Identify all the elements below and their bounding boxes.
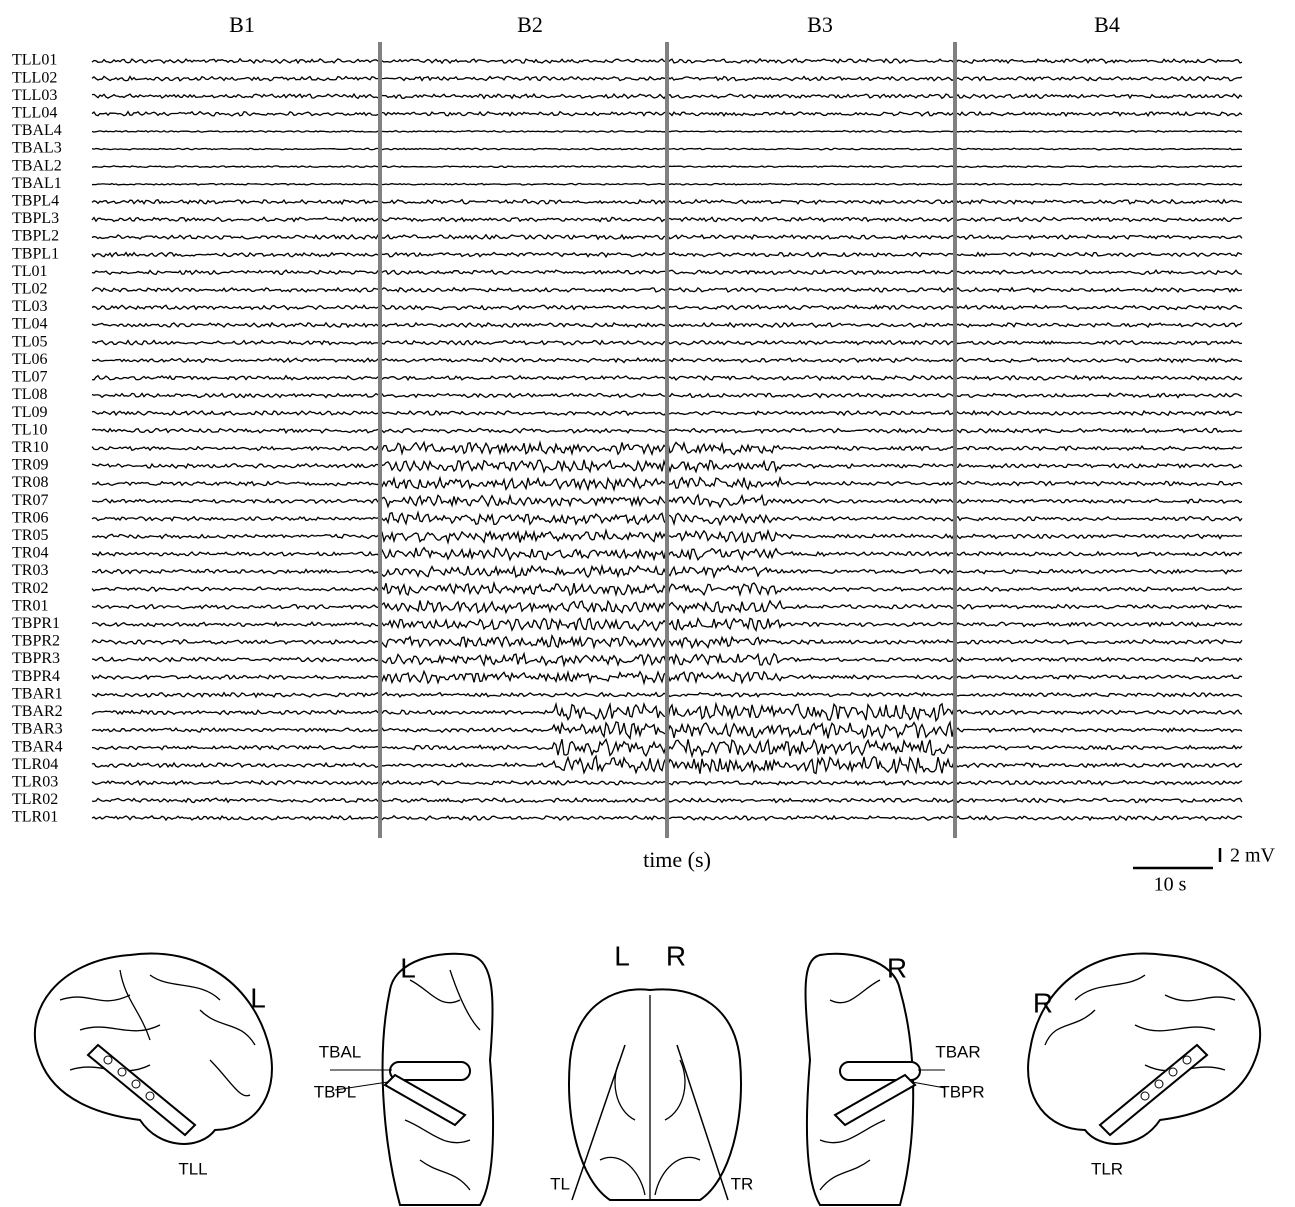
brain-left-lateral: L TLL <box>35 953 272 1178</box>
channel-label: TR02 <box>12 580 48 597</box>
block-dividers <box>380 42 955 838</box>
brain-label: L <box>614 940 630 971</box>
channel-label: TBPL3 <box>12 210 59 227</box>
brain-label: TLR <box>1091 1159 1123 1178</box>
channel-label: TBAR3 <box>12 721 63 738</box>
channel-label: TR09 <box>12 457 48 474</box>
channel-label: TL06 <box>12 351 48 368</box>
channel-label: TBPR2 <box>12 633 60 650</box>
channel-label: TLR01 <box>12 809 58 826</box>
channel-label: TBPR4 <box>12 668 60 685</box>
block-label: B2 <box>517 12 543 37</box>
brain-label: TR <box>731 1174 754 1193</box>
brain-right-lateral: R TLR <box>1028 953 1260 1178</box>
axis-label: time (s) <box>643 847 711 872</box>
brain-label: L <box>400 952 416 983</box>
brain-label: TBPL <box>314 1082 357 1101</box>
channel-label: TBPR3 <box>12 650 60 667</box>
brain-label: TBPR <box>939 1082 984 1101</box>
channel-label: TL02 <box>12 281 48 298</box>
brain-label: TBAR <box>935 1042 980 1061</box>
channel-label: TL04 <box>12 316 48 333</box>
channel-label: TBAL4 <box>12 122 62 139</box>
channel-labels: TLL01TLL02TLL03TLL04TBAL4TBAL3TBAL2TBAL1… <box>12 52 63 826</box>
channel-label: TBPL4 <box>12 193 59 210</box>
channel-label: TL07 <box>12 369 48 386</box>
channel-label: TLR04 <box>12 756 58 773</box>
channel-label: TL05 <box>12 333 48 350</box>
figure-canvas: TLL01TLL02TLL03TLL04TBAL4TBAL3TBAL2TBAL1… <box>0 0 1295 1207</box>
channel-label: TLL03 <box>12 87 57 104</box>
brain-left-ventral: L TBAL TBPL <box>314 952 493 1205</box>
block-label: B3 <box>807 12 833 37</box>
figure: TLL01TLL02TLL03TLL04TBAL4TBAL3TBAL2TBAL1… <box>0 0 1295 1207</box>
block-labels: B1 B2 B3 B4 <box>229 12 1120 37</box>
brain-label: R <box>666 940 686 971</box>
brain-label: TBAL <box>319 1042 362 1061</box>
block-label: B4 <box>1094 12 1120 37</box>
channel-label: TL01 <box>12 263 48 280</box>
voltage-label: 2 mV <box>1230 845 1276 867</box>
channel-label: TR10 <box>12 439 48 456</box>
channel-label: TR07 <box>12 492 48 509</box>
block-label: B1 <box>229 12 255 37</box>
channel-label: TR03 <box>12 562 48 579</box>
channel-label: TL09 <box>12 404 48 421</box>
channel-label: TBPR1 <box>12 615 60 632</box>
channel-label: TBAR2 <box>12 703 63 720</box>
channel-label: TL08 <box>12 386 48 403</box>
channel-label: TBAR1 <box>12 685 63 702</box>
channel-label: TBAL2 <box>12 157 62 174</box>
channel-label: TR04 <box>12 545 48 562</box>
scale-bar: 2 mV 10 s <box>1133 845 1276 896</box>
channel-label: TBPL1 <box>12 245 59 262</box>
channel-label: TLL01 <box>12 52 57 69</box>
brain-label: TL <box>550 1174 570 1193</box>
channel-label: TLL04 <box>12 104 57 121</box>
channel-label: TL10 <box>12 421 48 438</box>
brain-label: R <box>1033 987 1053 1018</box>
channel-label: TBAR4 <box>12 738 63 755</box>
channel-label: TR01 <box>12 597 48 614</box>
channel-label: TR05 <box>12 527 48 544</box>
channel-label: TL03 <box>12 298 48 315</box>
time-label: 10 s <box>1154 874 1187 896</box>
channel-label: TR08 <box>12 474 48 491</box>
channel-label: TLR02 <box>12 791 58 808</box>
channel-label: TBAL3 <box>12 140 62 157</box>
channel-label: TLR03 <box>12 773 58 790</box>
brain-axial: L R TL TR <box>550 940 753 1200</box>
brain-label: R <box>887 952 907 983</box>
brain-label: TLL <box>178 1159 207 1178</box>
channel-label: TBAL1 <box>12 175 62 192</box>
brain-label: L <box>250 982 266 1013</box>
channel-label: TR06 <box>12 509 48 526</box>
channel-label: TBPL2 <box>12 228 59 245</box>
brain-right-ventral: R TBAR TBPR <box>806 952 985 1205</box>
channel-label: TLL02 <box>12 69 57 86</box>
